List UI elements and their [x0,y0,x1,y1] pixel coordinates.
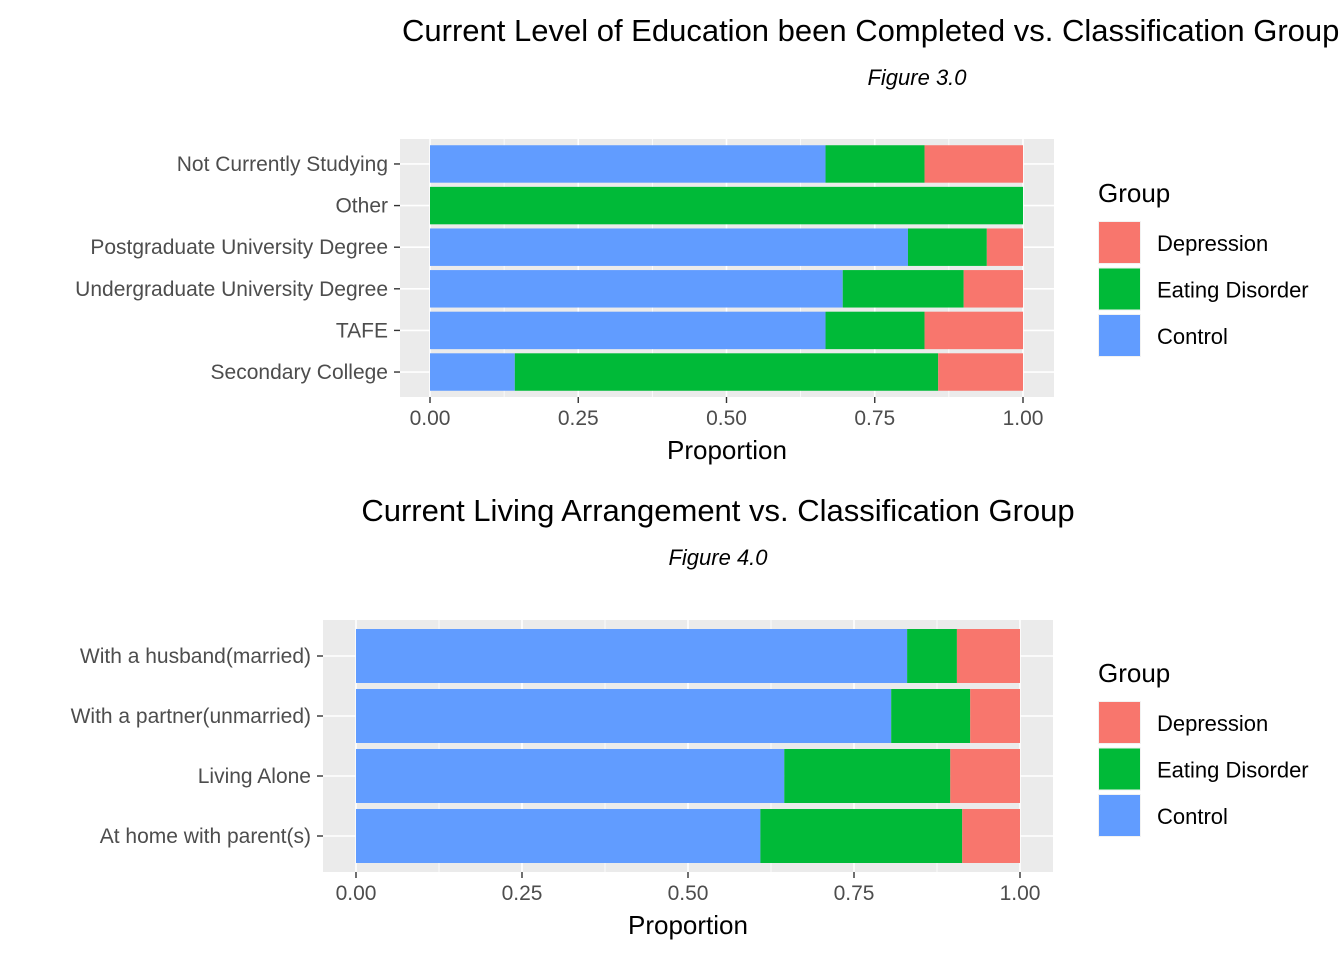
legend-label: Control [1157,804,1228,829]
bar-segment-control [430,228,908,266]
y-tick-label: At home with parent(s) [100,825,311,848]
bar-segment-control [356,809,761,863]
x-tick-label: 0.75 [834,882,875,905]
y-tick-label: Other [335,195,388,218]
x-tick-label: 0.25 [502,882,543,905]
x-tick-label: 0.25 [558,407,599,430]
bar-segment-eating-disorder [842,270,964,308]
bar-segment-eating-disorder [514,353,939,391]
y-tick-label: With a husband(married) [80,645,311,668]
legend-key-depression [1099,222,1140,263]
x-axis-title: Proportion [628,910,748,940]
y-tick-label: TAFE [336,319,388,342]
legend-label: Control [1157,324,1228,349]
bar-segment-depression [950,749,1020,803]
bar-segment-eating-disorder [825,311,925,350]
bar-segment-depression [986,228,1023,266]
bar-segment-depression [956,629,1020,683]
legend-key-depression [1099,702,1140,743]
legend-key-control [1099,795,1140,836]
legend-key-eating-disorder [1099,748,1140,790]
y-tick-label: Living Alone [198,765,311,788]
legend-title: Group [1098,658,1170,688]
bar-segment-eating-disorder [907,629,957,683]
bar-segment-eating-disorder [825,145,925,183]
y-tick-label: Secondary College [211,361,388,384]
bar-segment-control [430,270,843,308]
bar-segment-eating-disorder [891,689,971,743]
x-tick-label: 0.00 [410,407,451,430]
bar-segment-control [430,145,826,183]
bar-segment-depression [924,145,1023,183]
chart-title: Current Living Arrangement vs. Classific… [361,493,1074,528]
bar-segment-control [430,311,826,350]
legend-label: Depression [1157,231,1268,256]
bar-segment-control [430,353,515,391]
bar-segment-depression [963,270,1023,308]
chart-title: Current Level of Education been Complete… [402,13,1339,48]
legend-key-control [1099,315,1140,356]
chart-subtitle: Figure 4.0 [668,545,768,570]
y-tick-label: With a partner(unmarried) [71,705,311,728]
chart-subtitle: Figure 3.0 [867,65,967,90]
y-tick-label: Postgraduate University Degree [90,236,388,259]
x-axis-title: Proportion [667,435,787,465]
bar-segment-depression [962,809,1020,863]
bar-segment-control [356,689,892,743]
bar-segment-eating-disorder [430,186,1023,225]
legend-label: Eating Disorder [1157,278,1309,303]
bar-segment-eating-disorder [784,749,951,803]
legend-label: Eating Disorder [1157,758,1309,783]
bar-segment-eating-disorder [907,228,987,266]
x-tick-label: 0.00 [336,882,377,905]
bar-segment-depression [938,353,1023,391]
bar-segment-control [356,629,908,683]
y-tick-label: Undergraduate University Degree [75,278,388,301]
education-chart: Current Level of Education been Complete… [75,13,1339,465]
bar-segment-depression [970,689,1020,743]
x-tick-label: 1.00 [1000,882,1041,905]
x-tick-label: 1.00 [1003,407,1044,430]
bar-segment-eating-disorder [760,809,963,863]
x-tick-label: 0.75 [854,407,895,430]
y-tick-label: Not Currently Studying [177,153,388,176]
bar-segment-depression [924,311,1023,350]
legend-label: Depression [1157,711,1268,736]
legend-title: Group [1098,178,1170,208]
legend-key-eating-disorder [1099,268,1140,310]
bar-segment-control [356,749,785,803]
living-arrangement-chart: Current Living Arrangement vs. Classific… [71,493,1309,940]
x-tick-label: 0.50 [706,407,747,430]
x-tick-label: 0.50 [668,882,709,905]
